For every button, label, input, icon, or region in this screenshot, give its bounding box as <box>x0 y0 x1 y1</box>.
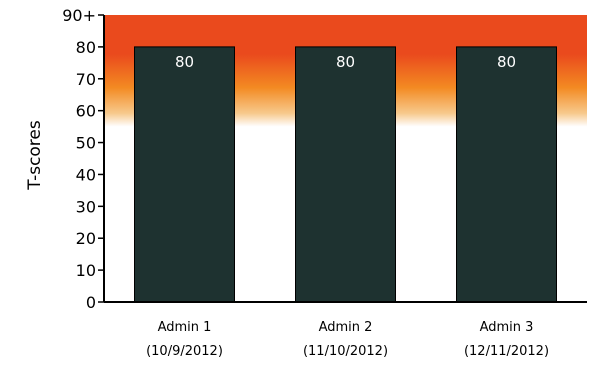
y-tick-label: 60 <box>76 102 96 121</box>
x-tick-sublabel-1: (10/9/2012) <box>146 344 223 359</box>
y-tick-label: 30 <box>76 197 96 216</box>
bar-1 <box>134 46 235 303</box>
x-labels: Admin 1 (10/9/2012) Admin 2 (11/10/2012) Adm… <box>146 320 549 359</box>
y-tick-label: 70 <box>76 70 96 89</box>
bar-value-label-2: 80 <box>336 53 355 71</box>
y-tick-label: 80 <box>76 38 96 57</box>
bars: 80 80 80 <box>134 46 557 303</box>
y-tick-label: 90+ <box>62 6 96 25</box>
y-tick-label: 0 <box>86 293 96 312</box>
bar-3 <box>456 46 557 303</box>
x-tick-label-1: Admin 1 <box>158 320 212 335</box>
x-tick-label-3: Admin 3 <box>480 320 534 335</box>
x-tick-label-2: Admin 2 <box>319 320 373 335</box>
y-axis-title: T-scores <box>25 120 45 191</box>
bar-value-label-1: 80 <box>175 53 194 71</box>
bar-value-label-3: 80 <box>497 53 516 71</box>
x-tick-sublabel-3: (12/11/2012) <box>464 344 549 359</box>
y-tick-label: 50 <box>76 134 96 153</box>
bar-2 <box>295 46 396 303</box>
y-tick-label: 20 <box>76 229 96 248</box>
y-tick-label: 40 <box>76 165 96 184</box>
y-ticks: 0 10 20 30 40 50 60 70 80 90+ <box>62 6 104 312</box>
x-tick-sublabel-2: (11/10/2012) <box>303 344 388 359</box>
axes <box>103 15 587 303</box>
y-tick-label: 10 <box>76 261 96 280</box>
